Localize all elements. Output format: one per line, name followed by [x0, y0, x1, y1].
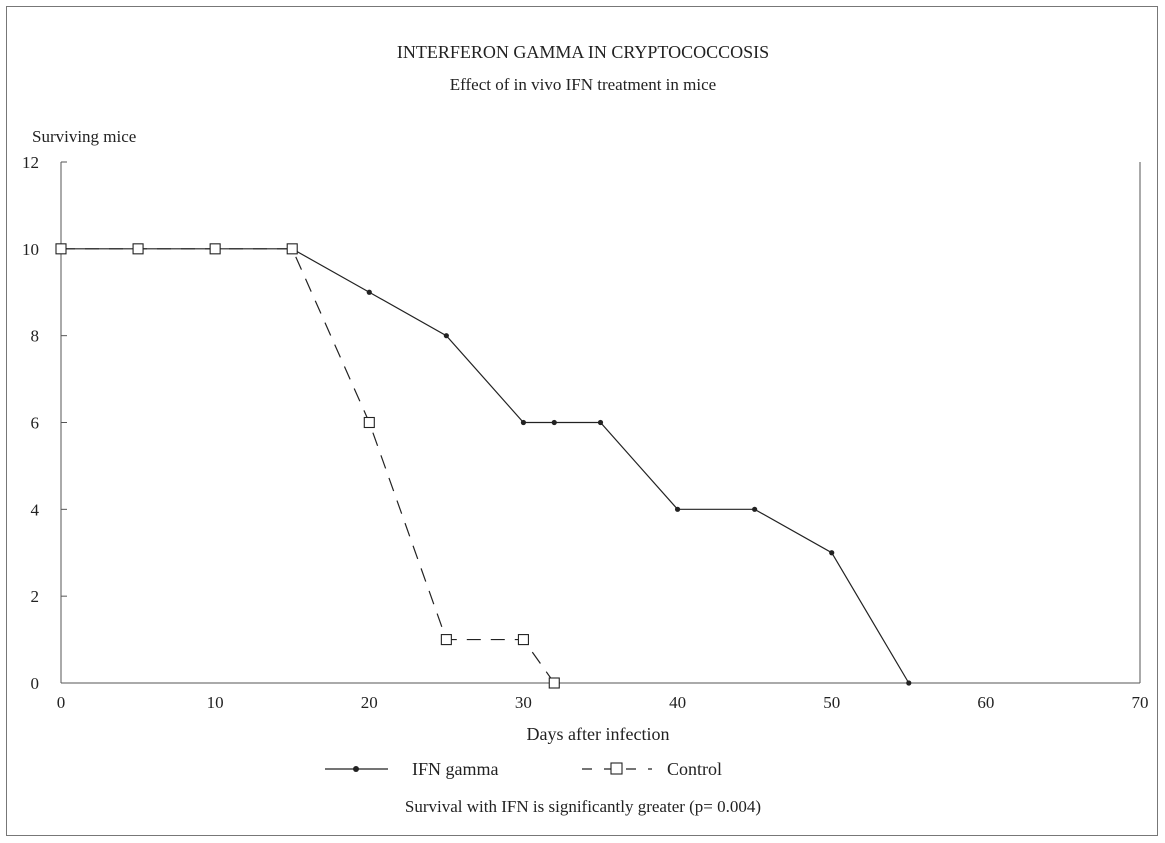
- data-point-control: [55, 243, 67, 255]
- data-point-ifn-gamma: [520, 419, 527, 426]
- data-point-ifn-gamma: [829, 550, 835, 556]
- series-line-control: [61, 248, 555, 684]
- significance-note: Survival with IFN is significantly great…: [405, 797, 761, 816]
- data-point-control: [517, 634, 529, 646]
- chart-frame: [6, 6, 1158, 836]
- data-point-ifn-gamma: [674, 506, 681, 512]
- legend: IFN gamma Control: [325, 759, 722, 779]
- data-point-control: [363, 416, 375, 429]
- legend-marker-control: [610, 762, 623, 775]
- data-point-control: [440, 634, 452, 646]
- y-tick-label: 8: [31, 327, 40, 346]
- data-point-control: [286, 243, 298, 255]
- series-line-ifn-gamma: [61, 248, 910, 684]
- chart-subtitle: Effect of in vivo IFN treatment in mice: [450, 75, 716, 94]
- y-axis-label: Surviving mice: [32, 127, 136, 146]
- legend-marker-ifn-gamma: [353, 766, 359, 772]
- data-point-ifn-gamma: [752, 506, 758, 512]
- y-tick-label: 0: [31, 674, 40, 693]
- data-point-ifn-gamma: [551, 419, 557, 426]
- y-tick-label: 2: [31, 587, 40, 606]
- legend-label-ifn-gamma: IFN gamma: [412, 759, 498, 779]
- data-point-ifn-gamma: [597, 419, 604, 426]
- x-tick-label: 0: [57, 693, 66, 712]
- x-tick-label: 30: [515, 693, 532, 712]
- x-axis-label: Days after infection: [527, 724, 670, 744]
- legend-item-ifn-gamma: IFN gamma: [325, 759, 498, 779]
- legend-label-control: Control: [667, 759, 722, 779]
- y-tick-label: 6: [31, 414, 40, 433]
- x-tick-label: 50: [823, 693, 840, 712]
- y-tick-label: 10: [22, 240, 39, 259]
- data-point-control: [132, 243, 144, 255]
- data-point-ifn-gamma: [443, 333, 449, 339]
- y-tick-label: 12: [22, 153, 39, 172]
- legend-item-control: Control: [582, 759, 722, 779]
- data-point-ifn-gamma: [366, 289, 372, 295]
- data-point-control: [548, 677, 560, 689]
- x-tick-label: 10: [207, 693, 224, 712]
- x-tick-label: 60: [977, 693, 994, 712]
- y-tick-label: 4: [31, 500, 40, 519]
- x-tick-label: 40: [669, 693, 686, 712]
- x-tick-label: 20: [361, 693, 378, 712]
- plot-area: 0 2 4 6 8 10 12 0 10 20 30 40 50 60 70: [22, 153, 1149, 712]
- x-tick-label: 70: [1132, 693, 1149, 712]
- data-point-control: [209, 243, 221, 255]
- data-point-ifn-gamma: [906, 680, 912, 686]
- chart-title: INTERFERON GAMMA IN CRYPTOCOCCOSIS: [397, 42, 769, 62]
